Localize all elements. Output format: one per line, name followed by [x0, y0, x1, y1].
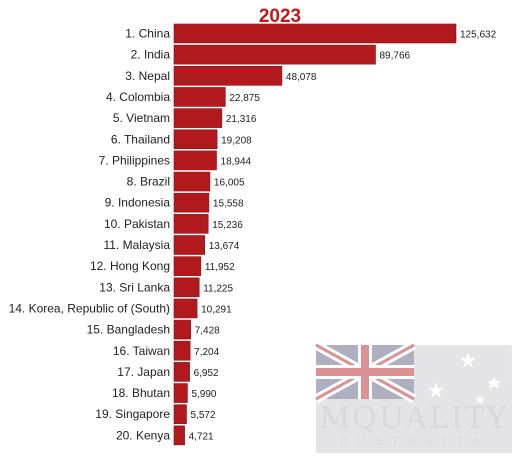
bar-5: [173, 108, 223, 128]
category-label-9: 9. Indonesia: [105, 196, 171, 210]
chart-title: 2023: [259, 6, 301, 27]
bars-group: 1. China 125,632 2. India 89,766 3. Nepal 48,…: [9, 23, 497, 446]
bar-20: [173, 425, 185, 446]
bar-15: [173, 319, 191, 340]
bar-12: [173, 256, 202, 276]
value-label-19: 5,572: [191, 410, 216, 421]
category-label-3: 3. Nepal: [125, 69, 170, 83]
value-label-9: 15,558: [213, 199, 244, 210]
value-label-13: 11,225: [203, 283, 233, 294]
value-label-2: 89,766: [379, 51, 410, 62]
value-label-17: 6,952: [194, 368, 219, 379]
value-label-8: 16,005: [214, 178, 245, 189]
category-label-10: 10. Pakistan: [104, 217, 170, 231]
category-label-18: 18. Bhutan: [112, 386, 170, 400]
category-label-14: 14. Korea, Republic of (South): [9, 301, 170, 315]
category-label-7: 7. Philippines: [99, 153, 170, 167]
bar-6: [173, 129, 218, 150]
category-label-13: 13. Sri Lanka: [99, 280, 170, 294]
category-label-17: 17. Japan: [117, 365, 170, 379]
category-label-5: 5. Vietnam: [113, 111, 170, 125]
value-label-20: 4,721: [189, 431, 214, 442]
bar-9: [173, 192, 210, 213]
category-label-4: 4. Colombia: [106, 90, 170, 104]
category-label-11: 11. Malaysia: [104, 238, 171, 252]
category-label-20: 20. Kenya: [116, 428, 170, 442]
value-label-3: 48,078: [286, 72, 317, 83]
bar-11: [173, 235, 205, 255]
category-label-1: 1. China: [125, 27, 170, 41]
value-label-14: 10,291: [201, 304, 232, 315]
australian-flag-icon: [313, 341, 512, 453]
value-label-1: 125,632: [460, 30, 497, 41]
category-label-2: 2. India: [131, 48, 171, 62]
category-label-15: 15. Bangladesh: [87, 323, 170, 337]
bar-1: [173, 23, 457, 44]
value-label-5: 21,316: [226, 114, 257, 125]
category-label-16: 16. Taiwan: [113, 344, 170, 358]
watermark-text: MQUALITY: [320, 401, 509, 436]
value-label-7: 18,944: [221, 156, 252, 167]
bar-16: [173, 340, 191, 361]
value-label-6: 19,208: [221, 135, 252, 146]
value-label-11: 13,674: [209, 241, 240, 252]
watermark-logo: MQUALITY AUSTRALIA: [313, 341, 512, 453]
value-label-15: 7,428: [195, 326, 220, 337]
category-label-12: 12. Hong Kong: [90, 259, 170, 273]
category-label-19: 19. Singapore: [95, 407, 170, 421]
bar-3: [173, 66, 283, 86]
value-label-16: 7,204: [194, 347, 219, 358]
value-label-18: 5,990: [191, 389, 216, 400]
bar-10: [173, 214, 209, 234]
value-label-10: 15,236: [212, 220, 243, 231]
category-label-6: 6. Thailand: [111, 132, 170, 146]
bar-18: [173, 383, 188, 403]
bar-17: [173, 362, 190, 382]
bar-14: [173, 298, 198, 319]
bar-19: [173, 404, 187, 425]
bar-13: [173, 277, 200, 298]
bar-8: [173, 171, 211, 192]
bar-2: [173, 44, 376, 65]
value-label-4: 22,875: [229, 93, 260, 104]
category-label-8: 8. Brazil: [127, 175, 170, 189]
value-label-12: 11,952: [205, 262, 235, 273]
bar-4: [173, 87, 226, 107]
bar-7: [173, 150, 217, 171]
watermark-subtext: AUSTRALIA: [339, 435, 489, 448]
